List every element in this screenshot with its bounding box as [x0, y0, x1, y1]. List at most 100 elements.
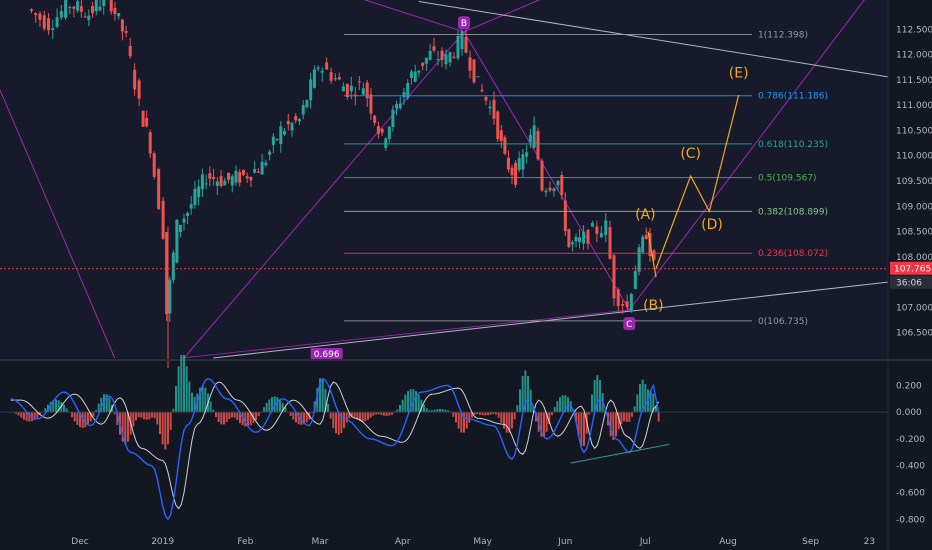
wave-label: (D)	[701, 217, 723, 233]
histogram-bar	[399, 404, 401, 413]
candle-body	[357, 81, 361, 83]
histogram-bar	[367, 412, 369, 420]
histogram-bar	[439, 409, 441, 413]
histogram-bar	[508, 412, 511, 433]
histogram-bar	[593, 380, 596, 413]
histogram-bar	[623, 412, 625, 422]
histogram-bar	[340, 412, 343, 434]
fib-level-label: 1(112.398)	[758, 30, 808, 40]
fib-level-label: 0(106.735)	[758, 317, 808, 327]
histogram-bar	[63, 404, 65, 413]
price-tick-label: 111.500	[896, 76, 932, 86]
fibonacci-retracement[interactable]: 1(112.398) 0.786(111.186) 0.618(110.235) 0.…	[344, 30, 828, 327]
candle-body	[652, 250, 656, 260]
histogram-bar	[417, 394, 420, 413]
histogram-bar	[335, 412, 337, 434]
histogram-bar	[556, 401, 559, 413]
time-tick-label: 23	[864, 537, 875, 547]
candle-body	[68, 7, 72, 9]
candle-body	[484, 96, 488, 101]
time-tick-label: Sep	[802, 537, 819, 547]
last-price-value: 107.765	[894, 265, 931, 275]
histogram-bar	[337, 412, 340, 435]
histogram-bar	[273, 396, 276, 413]
point-marker-box	[623, 317, 636, 331]
candle-body	[341, 86, 345, 92]
histogram-bar	[172, 408, 175, 413]
histogram-bar	[327, 403, 329, 413]
candle-body	[120, 19, 124, 32]
histogram-bar	[127, 412, 129, 442]
candle-body	[253, 168, 257, 173]
candle-body	[98, 6, 102, 11]
price-tick-label: 112.500	[896, 25, 932, 35]
candle-body	[145, 117, 149, 127]
signal-line	[10, 381, 660, 510]
candle-body	[540, 160, 544, 191]
histogram-bar	[409, 389, 412, 413]
histogram-bar	[497, 412, 500, 418]
candle-body	[283, 131, 287, 135]
histogram-bar	[385, 412, 388, 416]
price-tick-label: 109.000	[896, 202, 932, 212]
candle-body	[316, 67, 320, 69]
histogram-bar	[244, 412, 247, 427]
histogram-bar	[180, 355, 183, 413]
point-marker-label: C	[626, 320, 632, 330]
histogram-bar	[305, 412, 308, 423]
candle-body	[432, 46, 436, 51]
time-tick-label: Jun	[557, 537, 572, 547]
histogram-bar	[513, 412, 516, 420]
candle-body	[215, 181, 219, 186]
oscillator-tick-label: -0.400	[896, 462, 925, 472]
candle-body	[567, 229, 571, 248]
time-tick-label: Mar	[312, 537, 329, 547]
candle-body	[424, 57, 428, 64]
candle-body	[644, 235, 648, 239]
candle-body	[83, 16, 87, 18]
time-tick-label: Feb	[237, 537, 253, 547]
candle-body	[241, 169, 245, 175]
histogram-bar	[420, 399, 423, 413]
histogram-bar	[257, 412, 260, 417]
candle-body	[109, 0, 113, 12]
candle-body	[369, 94, 373, 114]
pattern-line	[183, 31, 465, 359]
histogram-bar	[641, 379, 644, 413]
price-pane[interactable]: 112.500 112.000 111.500 111.000 110.500 110.0…	[0, 0, 932, 369]
histogram-bar	[561, 395, 564, 413]
histogram-bar	[444, 409, 447, 413]
countdown-tag-box	[890, 275, 932, 289]
histogram-bar	[199, 387, 201, 413]
candle-body	[448, 52, 452, 63]
candle-body	[517, 158, 521, 171]
candle-body	[510, 167, 514, 176]
histogram-bar	[551, 412, 553, 416]
candle-body	[175, 219, 179, 263]
countdown-tag: 36:06	[890, 275, 932, 289]
wave-label: (E)	[729, 65, 749, 81]
candle-body	[428, 51, 432, 60]
pattern-line	[463, 31, 630, 311]
histogram-bar	[324, 388, 327, 413]
histogram-bar	[212, 409, 215, 413]
histogram-bar	[55, 399, 57, 413]
histogram-bar	[121, 412, 124, 442]
histogram-bar	[319, 378, 321, 413]
histogram-bar	[145, 412, 148, 420]
candle-body	[599, 233, 603, 238]
histogram-bar	[383, 412, 385, 416]
candle-body	[456, 35, 460, 59]
candle-body	[325, 62, 329, 70]
oscillator-pane[interactable]: 0.200 0.000 -0.200 -0.400 -0.600 -0.800	[0, 355, 925, 525]
candle-body	[616, 289, 620, 307]
candle-body	[440, 50, 444, 60]
candle-body	[480, 89, 484, 92]
histogram-bar	[343, 412, 345, 429]
histogram-bar	[532, 406, 535, 413]
candle-body	[544, 190, 548, 193]
histogram-bar	[303, 412, 305, 425]
projection-path	[655, 94, 740, 269]
trend-label: 0.696	[314, 350, 340, 360]
